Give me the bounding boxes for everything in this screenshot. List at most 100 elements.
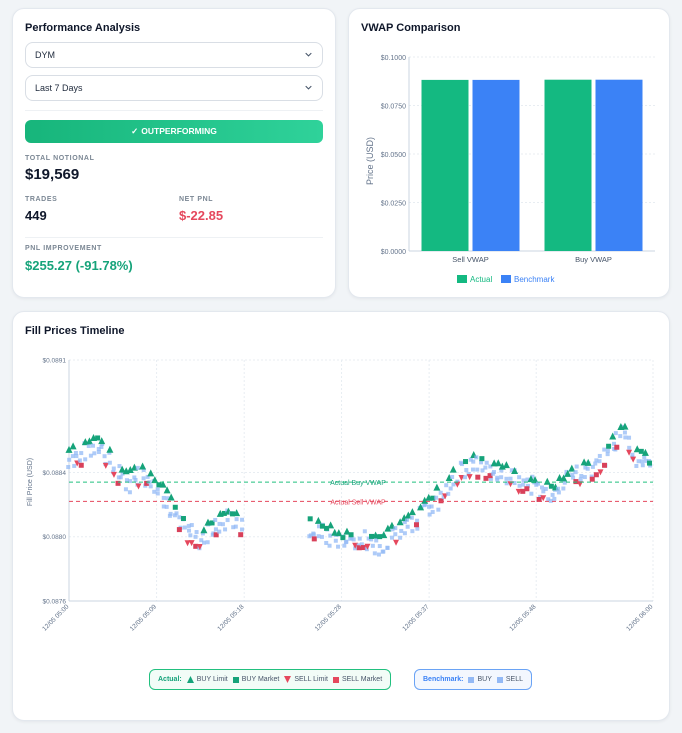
- benchmark-point: [66, 465, 71, 470]
- sell-limit-point: [364, 543, 371, 550]
- sell-limit-point: [597, 469, 604, 476]
- y-tick-label: $0.0500: [381, 152, 406, 159]
- benchmark-point: [213, 517, 218, 522]
- benchmark-point: [541, 489, 546, 494]
- buy-market-point: [463, 459, 469, 465]
- sell-market-point: [356, 545, 362, 551]
- legend-buy-market[interactable]: BUY Market: [232, 676, 280, 683]
- benchmark-point: [91, 443, 96, 448]
- chevron-down-icon: [305, 52, 312, 57]
- sell-market-point: [520, 488, 526, 494]
- benchmark-point: [571, 475, 576, 480]
- buy-market-point: [646, 460, 652, 466]
- benchmark-point: [590, 464, 595, 469]
- benchmark-point: [585, 466, 590, 471]
- benchmark-point: [410, 529, 415, 534]
- benchmark-point: [366, 536, 371, 541]
- y-tick-label: $0.0880: [43, 534, 67, 541]
- buy-limit-point: [167, 493, 175, 501]
- benchmark-point: [402, 531, 407, 536]
- buy-limit-point: [531, 476, 539, 484]
- benchmark-point: [193, 534, 198, 539]
- benchmark-point: [427, 504, 432, 509]
- x-tick-label: 12/05 05:09: [129, 603, 159, 633]
- legend-sell-limit[interactable]: SELL Limit: [284, 676, 328, 683]
- sell-limit-point: [184, 540, 191, 547]
- benchmark-point: [556, 490, 561, 495]
- benchmark-point: [499, 475, 504, 480]
- benchmark-point: [402, 520, 407, 525]
- square-icon: [332, 676, 339, 683]
- benchmark-point: [141, 476, 146, 481]
- benchmark-point: [488, 476, 493, 481]
- benchmark-point: [562, 480, 567, 485]
- buy-limit-point: [641, 448, 649, 456]
- benchmark-point: [194, 530, 199, 535]
- buy-limit-point: [449, 465, 457, 473]
- benchmark-point: [77, 458, 82, 463]
- benchmark-point: [640, 463, 645, 468]
- legend-buy-market-label: BUY Market: [241, 676, 280, 683]
- buy-market-point: [95, 435, 101, 441]
- range-select[interactable]: Last 7 Days: [25, 75, 323, 101]
- timeline-chart: Fill Price (USD) $0.0876 $0.0880 $0.0884 $0…: [27, 358, 655, 633]
- legend-bench-sell[interactable]: SELL: [496, 676, 523, 683]
- sell-market-point: [144, 480, 150, 486]
- buy-limit-point: [147, 469, 155, 477]
- sell-market-point: [413, 522, 419, 528]
- legend-sell-limit-label: SELL Limit: [294, 676, 328, 683]
- benchmark-point: [556, 486, 561, 491]
- x-tick-label: Sell VWAP: [452, 255, 488, 264]
- legend-buy-limit[interactable]: BUY Limit: [186, 676, 228, 683]
- benchmark-point: [573, 470, 578, 475]
- buy-limit-point: [85, 437, 93, 445]
- benchmark-point: [342, 543, 347, 548]
- sell-market-point: [311, 536, 317, 542]
- benchmark-point: [324, 540, 329, 545]
- triangle-up-icon: [186, 676, 194, 683]
- benchmark-point: [390, 527, 395, 532]
- buy-limit-point: [200, 526, 208, 534]
- benchmark-point: [582, 475, 587, 480]
- benchmark-point: [201, 540, 206, 545]
- x-tick-label: 12/05 05:37: [401, 603, 431, 633]
- buy-market-point: [479, 456, 485, 462]
- benchmark-point: [328, 533, 333, 538]
- buy-limit-point: [396, 518, 404, 526]
- benchmark-point: [508, 476, 513, 481]
- buy-vwap-label: Actual Buy VWAP: [330, 480, 386, 487]
- asset-select[interactable]: DYM: [25, 42, 323, 68]
- legend-sell-market[interactable]: SELL Market: [332, 676, 383, 683]
- benchmark-point: [627, 435, 632, 440]
- benchmark-point: [594, 458, 599, 463]
- benchmark-point: [530, 474, 535, 479]
- legend-benchmark-swatch: [501, 275, 511, 283]
- benchmark-point: [550, 492, 555, 497]
- benchmark-point: [316, 524, 321, 529]
- benchmark-point: [390, 535, 395, 540]
- benchmark-point: [643, 458, 648, 463]
- benchmark-point: [88, 453, 93, 458]
- sell-limit-point: [110, 471, 117, 478]
- legend-sell-market-label: SELL Market: [341, 676, 383, 683]
- benchmark-point: [117, 464, 122, 469]
- benchmark-point: [444, 483, 449, 488]
- legend-bench-buy[interactable]: BUY: [468, 676, 492, 683]
- benchmark-point: [132, 475, 137, 480]
- buy-limit-point: [609, 432, 617, 440]
- sell-market-point: [193, 543, 199, 549]
- legend-actual: Actual: [470, 275, 492, 284]
- benchmark-point: [463, 475, 468, 480]
- benchmark-point: [602, 447, 607, 452]
- benchmark-point: [538, 494, 543, 499]
- benchmark-point: [79, 451, 84, 456]
- benchmark-point: [336, 544, 341, 549]
- legend-benchmark-box: Benchmark: BUY SELL: [414, 669, 532, 690]
- buy-limit-point: [380, 531, 388, 539]
- benchmark-point: [627, 445, 632, 450]
- buy-limit-point: [494, 459, 502, 467]
- benchmark-point: [409, 515, 414, 520]
- benchmark-point: [152, 489, 157, 494]
- sell-market-point: [536, 496, 542, 502]
- benchmark-point: [377, 544, 382, 549]
